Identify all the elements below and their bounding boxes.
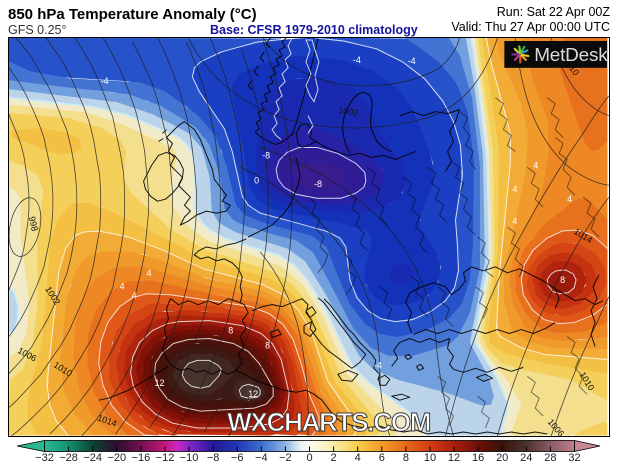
svg-text:8: 8 bbox=[228, 326, 233, 336]
svg-text:4: 4 bbox=[567, 194, 572, 204]
svg-text:-8: -8 bbox=[262, 150, 270, 160]
svg-text:4: 4 bbox=[132, 291, 137, 301]
svg-text:12: 12 bbox=[155, 378, 165, 388]
svg-text:8: 8 bbox=[560, 275, 565, 285]
svg-text:-4: -4 bbox=[408, 56, 416, 66]
svg-text:998: 998 bbox=[27, 215, 40, 232]
svg-text:0: 0 bbox=[254, 175, 259, 185]
svg-text:4: 4 bbox=[512, 184, 517, 194]
svg-text:-8: -8 bbox=[314, 179, 322, 189]
svg-text:-4: -4 bbox=[374, 360, 382, 370]
svg-text:-4: -4 bbox=[101, 76, 109, 86]
svg-text:-4: -4 bbox=[353, 55, 361, 65]
svg-text:WXCHARTS.COM: WXCHARTS.COM bbox=[227, 409, 430, 437]
svg-text:4: 4 bbox=[147, 268, 152, 278]
svg-text:4: 4 bbox=[512, 216, 517, 226]
svg-text:4: 4 bbox=[120, 282, 125, 292]
svg-text:4: 4 bbox=[533, 160, 538, 170]
svg-text:12: 12 bbox=[248, 389, 258, 399]
svg-text:MetDesk: MetDesk bbox=[534, 45, 608, 66]
svg-text:8: 8 bbox=[265, 340, 270, 350]
svg-text:1002: 1002 bbox=[338, 105, 359, 118]
